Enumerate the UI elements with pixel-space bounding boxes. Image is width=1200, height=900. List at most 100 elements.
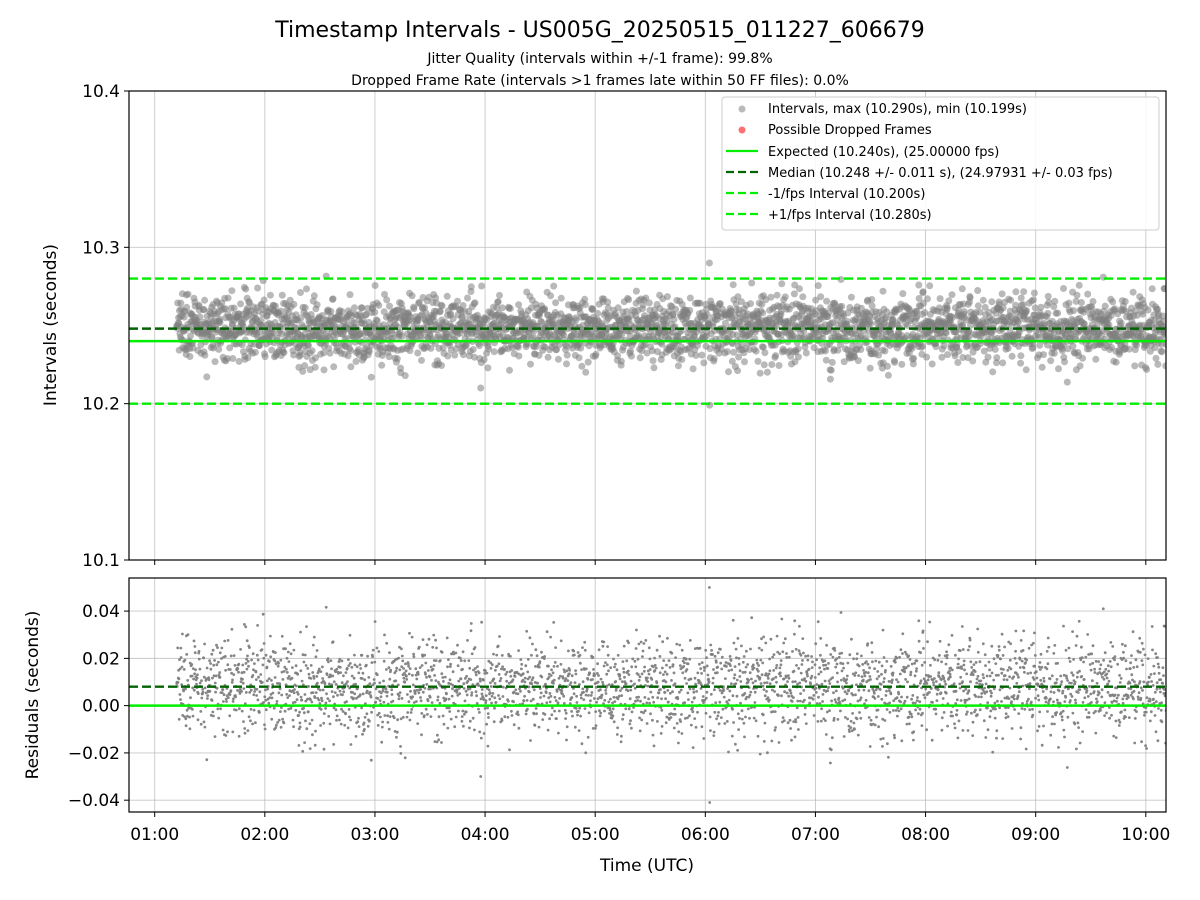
data-point xyxy=(643,665,646,669)
data-point xyxy=(1162,362,1166,370)
data-point xyxy=(489,685,493,688)
data-point xyxy=(704,696,708,700)
data-point xyxy=(487,716,490,719)
data-point xyxy=(264,653,268,657)
data-point xyxy=(433,707,437,711)
data-point xyxy=(1084,290,1092,298)
data-point xyxy=(370,710,373,714)
data-point xyxy=(667,718,671,721)
data-point xyxy=(553,695,557,699)
data-point xyxy=(628,697,632,701)
data-point xyxy=(704,648,708,652)
data-point xyxy=(710,355,718,363)
data-point xyxy=(304,719,307,723)
data-point xyxy=(632,287,640,295)
data-point xyxy=(680,732,684,735)
data-point xyxy=(547,676,551,679)
data-point xyxy=(438,302,446,310)
data-point xyxy=(683,661,686,665)
data-point xyxy=(629,679,633,683)
data-point xyxy=(287,707,290,711)
data-point xyxy=(763,368,771,376)
data-point xyxy=(461,667,464,671)
data-point xyxy=(249,719,252,723)
data-point xyxy=(280,706,283,709)
data-point xyxy=(292,691,296,695)
data-point xyxy=(187,332,194,340)
data-point xyxy=(1050,303,1058,311)
data-point xyxy=(361,671,365,675)
data-point xyxy=(672,305,680,313)
data-point xyxy=(446,665,449,669)
data-point xyxy=(314,655,318,659)
data-point xyxy=(693,717,697,720)
data-point xyxy=(561,676,565,680)
data-point xyxy=(591,655,595,659)
intervals-y-ticks: 10.110.210.310.4 xyxy=(82,82,129,571)
data-point xyxy=(451,670,455,674)
data-point xyxy=(1162,340,1166,348)
data-point xyxy=(577,729,581,732)
data-point xyxy=(353,663,357,667)
data-point xyxy=(532,712,536,716)
data-point xyxy=(581,680,585,684)
data-point xyxy=(945,297,953,305)
data-point xyxy=(836,341,844,349)
data-point xyxy=(390,688,394,692)
data-point xyxy=(407,672,411,676)
data-point xyxy=(191,667,195,670)
data-point xyxy=(463,699,467,703)
data-point xyxy=(677,730,681,734)
data-point xyxy=(315,649,319,652)
data-point xyxy=(387,666,391,670)
data-point xyxy=(243,623,246,626)
data-point xyxy=(412,652,415,656)
data-point xyxy=(255,687,259,691)
data-point xyxy=(612,720,616,724)
data-point xyxy=(430,678,433,682)
data-point xyxy=(200,306,208,314)
data-point xyxy=(615,733,619,736)
data-point xyxy=(220,657,223,660)
data-point xyxy=(350,665,354,669)
data-point xyxy=(572,316,580,324)
data-point xyxy=(524,712,528,716)
data-point xyxy=(296,672,300,676)
data-point xyxy=(754,357,762,365)
data-point xyxy=(248,646,251,649)
intervals-x-ticks xyxy=(154,560,1147,565)
data-point xyxy=(993,354,1001,362)
data-point xyxy=(488,697,492,701)
data-point xyxy=(716,300,724,308)
data-point xyxy=(360,706,363,710)
data-point xyxy=(454,715,458,719)
data-point xyxy=(445,692,448,696)
data-point xyxy=(235,357,243,365)
data-point xyxy=(575,354,583,362)
data-point xyxy=(262,642,266,645)
data-point xyxy=(688,687,692,691)
data-point xyxy=(376,697,380,700)
data-point xyxy=(1063,378,1071,386)
data-point xyxy=(449,662,452,666)
data-point xyxy=(664,680,668,684)
data-point xyxy=(277,718,281,722)
data-point xyxy=(548,692,552,695)
data-point xyxy=(556,664,559,668)
data-point xyxy=(510,669,514,672)
data-point xyxy=(290,676,294,680)
data-point xyxy=(217,660,220,664)
data-point xyxy=(398,332,406,340)
data-point xyxy=(371,648,375,652)
data-point xyxy=(311,643,315,647)
data-point xyxy=(1133,341,1140,349)
data-point xyxy=(705,690,709,694)
data-point xyxy=(427,637,431,641)
data-point xyxy=(238,692,242,695)
data-point xyxy=(516,710,520,714)
data-point xyxy=(868,296,876,303)
data-point xyxy=(680,648,684,652)
data-point xyxy=(531,676,535,680)
data-point xyxy=(424,672,427,676)
data-point xyxy=(706,673,710,677)
